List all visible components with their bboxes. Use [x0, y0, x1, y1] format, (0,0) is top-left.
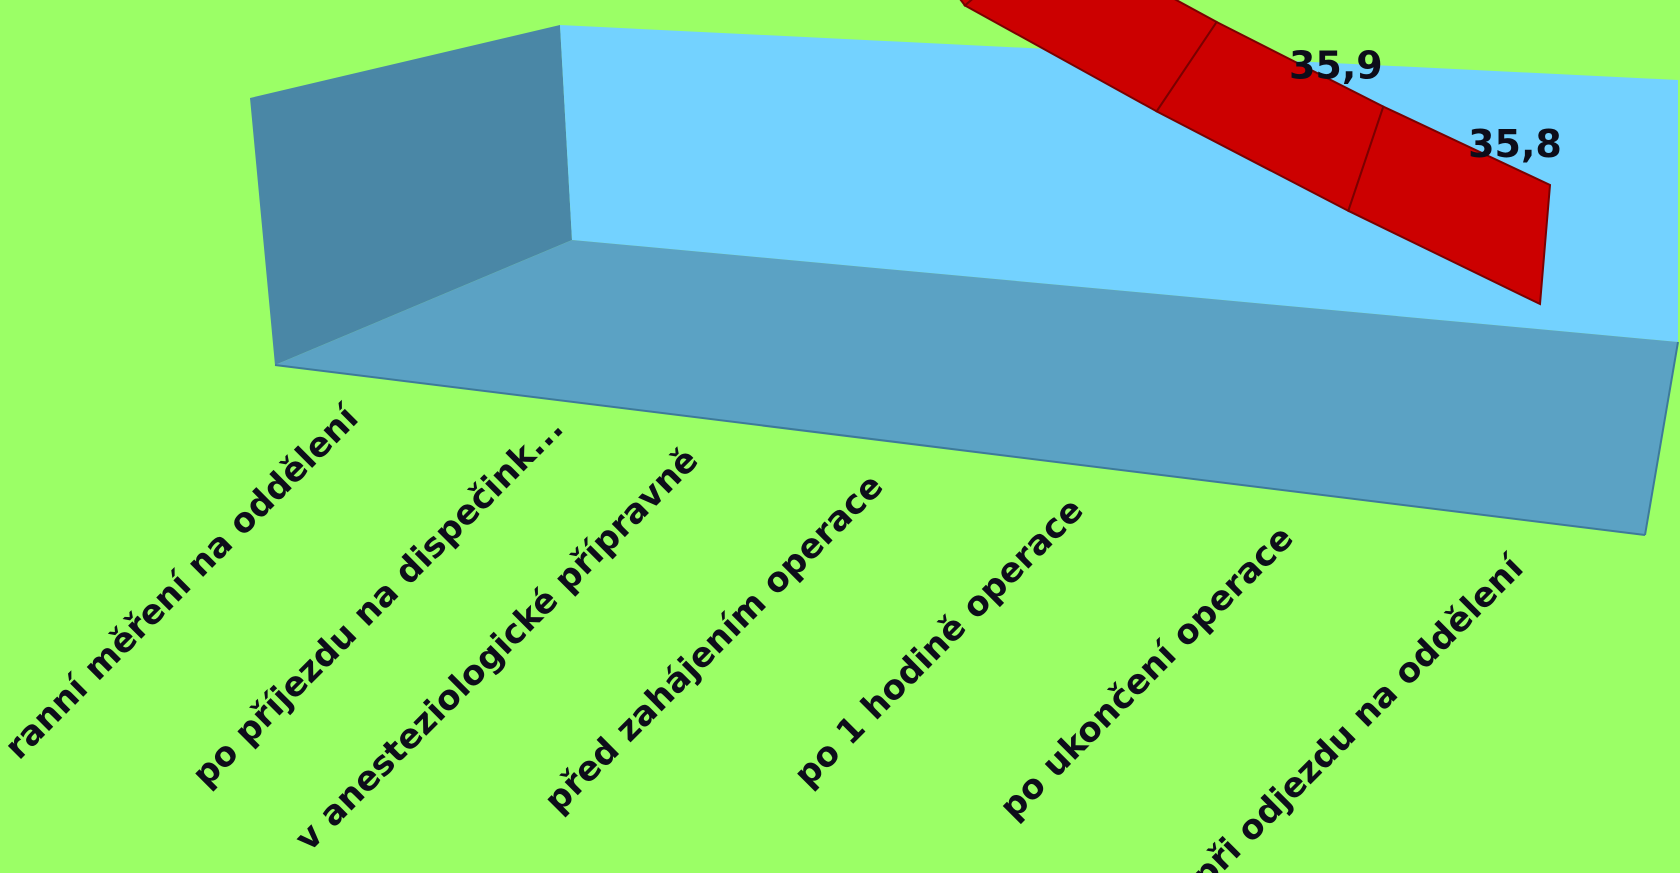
- data-label-7: 35,8: [1468, 122, 1562, 166]
- side-wall: [250, 25, 572, 365]
- tick-label-2: po příjezdu na dispečink...: [184, 408, 571, 795]
- tick-label-1: ranní měření na oddělení: [0, 396, 368, 767]
- back-wall: [560, 25, 1678, 342]
- ribbon-segment-6: [1347, 105, 1552, 306]
- series-ribbon: [959, 0, 1552, 306]
- floor: [275, 240, 1678, 535]
- data-label-6: 35,9: [1289, 44, 1383, 88]
- floor-right-edge: [1644, 341, 1679, 536]
- data-labels: 36,236,436,436,13635,935,8: [1140, 0, 1562, 166]
- floor-front-edge: [274, 364, 1646, 536]
- data-label-5: 36: [1140, 0, 1193, 1]
